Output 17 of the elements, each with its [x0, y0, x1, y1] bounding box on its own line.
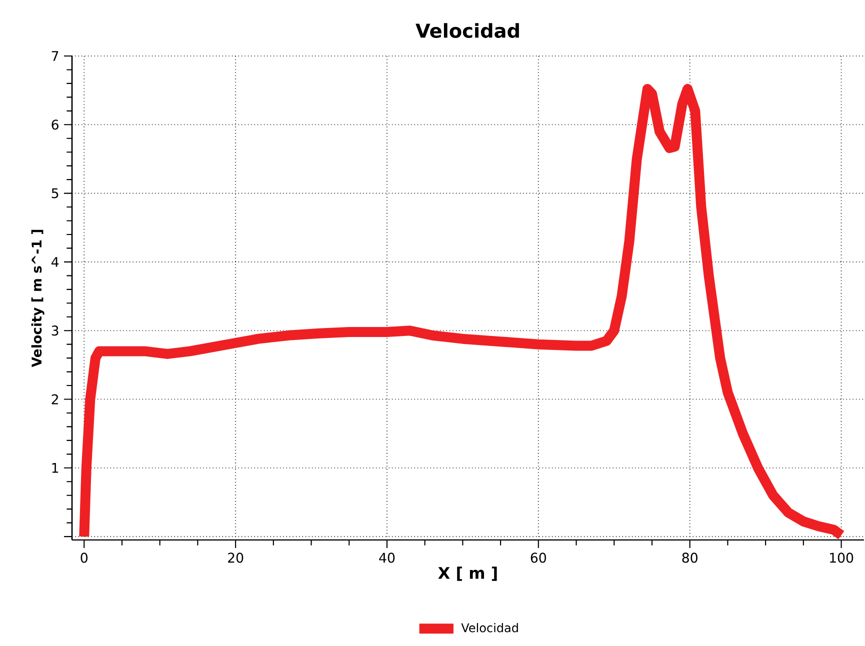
y-tick-label: 1 — [52, 463, 58, 473]
y-tick-label: 3 — [52, 326, 58, 336]
x-tick-label: 100 — [830, 552, 854, 563]
y-tick-label: 4 — [51, 257, 59, 267]
x-axis-title: X [ m ] — [438, 566, 497, 581]
y-tick-label: 2 — [52, 394, 58, 404]
y-axis-title: Velocity [ m s^-1 ] — [31, 230, 44, 368]
y-tick-label: 7 — [52, 51, 58, 61]
y-tick-label: 6 — [52, 120, 58, 130]
y-tick-label: 5 — [52, 188, 58, 198]
x-tick-label: 0 — [80, 552, 88, 563]
chart-title: Velocidad — [416, 23, 519, 38]
legend-label: Velocidad — [461, 623, 518, 632]
x-tick-label: 60 — [530, 552, 546, 563]
x-tick-label: 40 — [379, 552, 395, 563]
x-tick-label: 80 — [682, 552, 698, 563]
x-tick-label: 20 — [228, 552, 244, 563]
